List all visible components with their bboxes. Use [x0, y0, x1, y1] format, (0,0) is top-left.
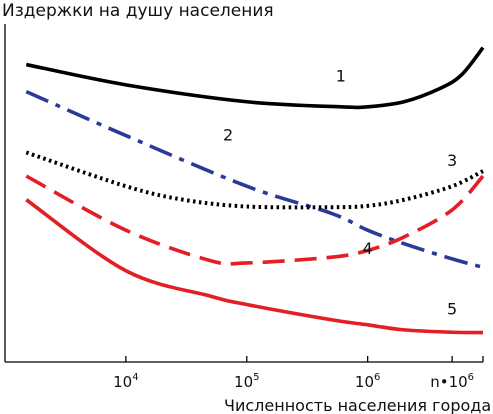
x-tick-label: 104	[113, 372, 138, 391]
y-axis-label: Издержки на душу населения	[2, 1, 274, 21]
curve-label-3: 3	[447, 151, 457, 170]
curve-5	[25, 198, 484, 335]
x-tick-label: 105	[234, 372, 259, 391]
curve-label-1: 1	[336, 66, 346, 85]
x-tick-exponent: 4	[132, 372, 138, 383]
x-tick-exponent: 6	[468, 372, 474, 383]
x-tick-exponent: 6	[374, 372, 380, 383]
x-axis-ticks: 104 105 106 n•106	[113, 356, 484, 391]
x-tick-base: 10	[234, 373, 253, 391]
x-tick-label: 106	[355, 372, 380, 391]
x-tick-base: 10	[113, 373, 132, 391]
curve-1	[25, 46, 485, 110]
curve-label-5: 5	[447, 300, 457, 319]
x-axis-label: Численность населения города	[224, 396, 491, 414]
curve-label-2: 2	[223, 126, 233, 145]
curve-labels: 1 2 3 4 5	[223, 66, 457, 318]
curve-label-4: 4	[363, 239, 373, 258]
x-tick-base: n•10	[430, 373, 467, 391]
x-tick-label: n•106	[430, 372, 474, 391]
x-tick-base: 10	[355, 373, 374, 391]
curve-2	[25, 89, 484, 270]
curves	[25, 46, 485, 335]
x-tick-exponent: 5	[253, 372, 259, 383]
curve-3	[25, 150, 484, 210]
curve-4	[25, 174, 485, 266]
